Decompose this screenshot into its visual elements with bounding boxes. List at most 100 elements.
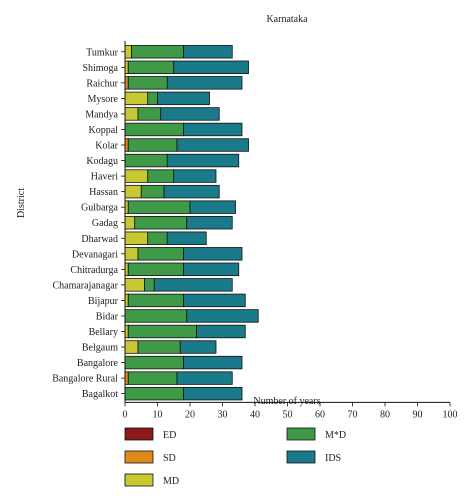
bar-haveri-m-d: [147, 169, 175, 183]
bars-group: [124, 45, 259, 401]
bar-chamarajanagar-ids: [153, 278, 233, 292]
category-label-belgaum: Belgaum: [82, 343, 118, 354]
bar-gadag-ids: [186, 216, 233, 230]
bar-bellary-m-d: [127, 324, 197, 339]
legend-swatch-ids: [286, 450, 316, 464]
bar-chitradurga-ids: [183, 262, 240, 277]
bar-mandya-m-d: [137, 107, 162, 121]
bar-koppal-m-d: [124, 122, 184, 137]
bar-bijapur-ids: [183, 293, 246, 308]
x-tick-label-70: 70: [348, 409, 358, 420]
x-tick-label-0: 0: [123, 409, 128, 420]
x-tick-label-40: 40: [250, 409, 260, 420]
x-tick-label-100: 100: [443, 409, 458, 420]
bar-mandya-ids: [160, 107, 220, 121]
bar-haveri-ids: [173, 169, 217, 183]
legend: ED SD MD M*D IDS: [124, 427, 346, 487]
category-label-chitradurga: Chitradurga: [70, 265, 118, 276]
bar-bagalkot-ids: [183, 386, 243, 401]
bar-kodagu-ids: [166, 153, 240, 168]
bar-belgaum-m-d: [137, 340, 181, 354]
bar-bijapur-m-d: [127, 293, 184, 308]
bar-tumkur-m-d: [131, 45, 184, 59]
category-label-tumkur: Tumkur: [86, 47, 119, 58]
bar-bangalore-m-d: [124, 355, 184, 370]
bar-gadag-md: [124, 216, 136, 230]
legend-label-ed: ED: [163, 430, 176, 441]
legend-label-sd: SD: [163, 453, 176, 464]
y-axis-title: District: [16, 188, 27, 218]
x-axis-title: Number of years: [253, 396, 320, 407]
bar-shimoga-m-d: [127, 60, 175, 75]
bar-bidar-ids: [186, 309, 259, 323]
legend-swatch-m-d: [286, 427, 316, 441]
category-label-raichur: Raichur: [86, 78, 118, 89]
bar-hassan-md: [124, 184, 142, 199]
category-label-devanagari: Devanagari: [72, 249, 118, 260]
bar-kodagu-m-d: [124, 153, 168, 168]
category-label-dharwad: Dharwad: [81, 234, 118, 245]
bar-devanagari-md: [124, 247, 139, 261]
legend-swatch-sd: [124, 450, 154, 464]
bar-hassan-ids: [163, 184, 220, 199]
bar-belgaum-md: [124, 340, 139, 354]
category-label-bangalore-rural: Bangalore Rural: [52, 374, 118, 385]
bar-devanagari-m-d: [137, 247, 184, 261]
x-tick-label-30: 30: [218, 409, 228, 420]
bar-bellary-ids: [196, 324, 246, 339]
bar-shimoga-ids: [173, 60, 249, 75]
x-tick-label-80: 80: [380, 409, 390, 420]
bar-tumkur-ids: [183, 45, 233, 59]
category-label-chamarajanagar: Chamarajanagar: [52, 280, 118, 291]
x-tick-label-60: 60: [315, 409, 325, 420]
category-label-bijapur: Bijapur: [88, 296, 119, 307]
legend-label-md: MD: [163, 476, 179, 487]
bar-mysore-ids: [157, 91, 210, 106]
bar-gadag-m-d: [134, 216, 188, 230]
bar-tumkur-md: [124, 45, 132, 59]
bar-chamarajanagar-m-d: [144, 278, 155, 292]
bar-kolar-m-d: [127, 138, 178, 152]
category-label-koppal: Koppal: [89, 125, 119, 136]
bar-gulbarga-m-d: [127, 200, 191, 214]
axes: 0 10 20 30 40 50 60 70 80 90 100: [121, 41, 458, 420]
bar-bangalore-rural-m-d: [127, 371, 178, 385]
category-labels: Tumkur Shimoga Raichur Mysore Mandya Koppal Ko…: [52, 47, 118, 400]
category-label-mandya: Mandya: [85, 109, 118, 120]
category-label-bagalkot: Bagalkot: [82, 389, 118, 400]
legend-label-m-d: M*D: [325, 430, 346, 441]
x-tick-label-50: 50: [283, 409, 293, 420]
bar-bangalore-ids: [183, 355, 243, 370]
chart-title: Karnataka: [266, 14, 308, 25]
category-label-bellary: Bellary: [89, 327, 118, 338]
category-label-kolar: Kolar: [95, 141, 118, 152]
bar-chamarajanagar-md: [124, 278, 145, 292]
bar-mysore-md: [124, 91, 149, 106]
legend-swatch-ed: [124, 427, 154, 441]
category-label-shimoga: Shimoga: [82, 63, 118, 74]
category-label-bangalore: Bangalore: [77, 358, 119, 369]
x-tick-label-10: 10: [153, 409, 163, 420]
bar-chitradurga-m-d: [127, 262, 184, 277]
bar-kolar-ids: [176, 138, 249, 152]
category-label-mysore: Mysore: [87, 94, 118, 105]
category-label-hassan: Hassan: [89, 187, 118, 198]
legend-swatch-md: [124, 473, 154, 487]
bar-dharwad-ids: [166, 231, 207, 245]
bar-bagalkot-m-d: [124, 386, 184, 401]
bar-devanagari-ids: [183, 247, 243, 261]
category-label-kodagu: Kodagu: [86, 156, 118, 167]
bar-koppal-ids: [183, 122, 243, 137]
bar-mandya-md: [124, 107, 139, 121]
bar-hassan-m-d: [140, 184, 165, 199]
bar-dharwad-md: [124, 231, 149, 245]
x-tick-label-90: 90: [413, 409, 423, 420]
bar-belgaum-ids: [179, 340, 217, 354]
bar-raichur-m-d: [127, 76, 168, 90]
bar-mysore-m-d: [147, 91, 158, 106]
category-label-haveri: Haveri: [91, 172, 118, 183]
legend-label-ids: IDS: [325, 453, 341, 464]
category-label-gulbarga: Gulbarga: [81, 203, 119, 214]
bar-gulbarga-ids: [189, 200, 236, 214]
